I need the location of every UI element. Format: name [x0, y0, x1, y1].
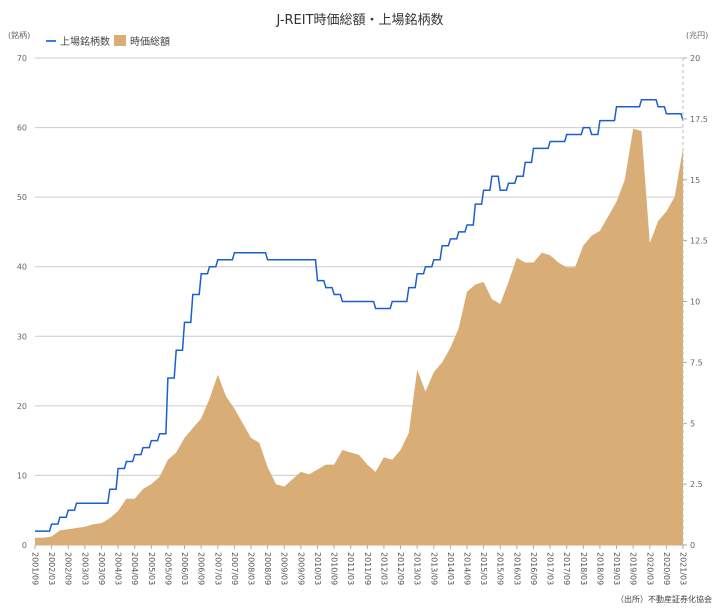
x-tick-label: 2020/09 [662, 552, 671, 585]
x-tick-label: 2021/03 [679, 552, 688, 585]
x-tick-label: 2009/03 [280, 552, 289, 585]
right-tick-label: 20 [690, 54, 700, 63]
x-tick-label: 2004/03 [114, 552, 123, 585]
x-tick-label: 2018/03 [579, 552, 588, 585]
x-tick-label: 2007/03 [213, 552, 222, 585]
left-axis: 0 10 20 30 40 50 60 70 [17, 54, 27, 550]
legend-label-market-cap: 時価総額 [130, 35, 170, 48]
x-tick-label: 2013/03 [413, 552, 422, 585]
x-tick-label: 2004/09 [130, 552, 139, 585]
x-tick-label: 2016/09 [529, 552, 538, 585]
left-tick-label: 0 [22, 541, 27, 550]
x-tick-label: 2020/03 [645, 552, 654, 585]
x-tick-label: 2016/03 [512, 552, 521, 585]
right-tick-label: 0 [690, 541, 695, 550]
x-axis: 2001/09 2002/03 2002/09 2003/03 2003/09 2004/… [31, 544, 688, 585]
right-tick-label: 12.5 [690, 237, 708, 246]
right-tick-label: 7.5 [690, 358, 703, 367]
x-tick-label: 2002/03 [47, 552, 56, 585]
x-tick-label: 2015/03 [479, 552, 488, 585]
right-tick-label: 2.5 [690, 480, 703, 489]
x-tick-label: 2003/03 [80, 552, 89, 585]
left-tick-label: 70 [17, 54, 27, 63]
x-tick-label: 2011/03 [346, 552, 355, 585]
legend-label-count: 上場銘柄数 [60, 35, 110, 48]
x-tick-label: 2008/09 [263, 552, 272, 585]
x-tick-label: 2010/09 [330, 552, 339, 585]
x-tick-label: 2009/09 [296, 552, 305, 585]
right-tick-label: 5 [690, 419, 695, 428]
x-tick-label: 2010/03 [313, 552, 322, 585]
x-tick-label: 2013/09 [429, 552, 438, 585]
x-tick-label: 2017/03 [546, 552, 555, 585]
right-axis-unit: (兆円) [686, 30, 708, 40]
x-tick-label: 2002/09 [64, 552, 73, 585]
x-tick-label: 2012/03 [379, 552, 388, 585]
market-cap-area-layer [35, 128, 683, 545]
legend: 上場銘柄数 時価総額 [46, 35, 170, 48]
x-tick-label: 2015/09 [496, 552, 505, 585]
count-line [35, 98, 684, 532]
right-tick-label: 17.5 [690, 115, 708, 124]
left-tick-label: 60 [17, 124, 27, 133]
market-cap-area [35, 128, 683, 545]
x-tick-label: 2006/03 [180, 552, 189, 585]
x-tick-label: 2017/09 [562, 552, 571, 585]
legend-area-swatch [114, 35, 126, 46]
count-line-layer [35, 98, 684, 532]
x-tick-label: 2014/09 [463, 552, 472, 585]
x-tick-label: 2014/03 [446, 552, 455, 585]
x-tick-label: 2005/03 [147, 552, 156, 585]
chart-title: J-REIT時価総額・上場銘柄数 [275, 13, 443, 28]
right-tick-label: 15 [690, 176, 700, 185]
x-tick-label: 2006/09 [197, 552, 206, 585]
left-tick-label: 30 [17, 332, 27, 341]
x-tick-label: 2011/09 [363, 552, 372, 585]
left-tick-label: 50 [17, 193, 27, 202]
x-tick-label: 2019/09 [629, 552, 638, 585]
left-axis-unit: (銘柄) [8, 30, 30, 40]
x-tick-label: 2012/09 [396, 552, 405, 585]
x-tick-label: 2007/09 [230, 552, 239, 585]
x-tick-label: 2019/03 [612, 552, 621, 585]
x-tick-label: 2005/09 [163, 552, 172, 585]
left-tick-label: 20 [17, 402, 27, 411]
x-tick-label: 2008/03 [247, 552, 256, 585]
left-tick-label: 10 [17, 471, 27, 480]
x-tick-label: 2003/09 [97, 552, 106, 585]
x-tick-label: 2001/09 [31, 552, 40, 585]
left-tick-label: 40 [17, 263, 27, 272]
right-tick-label: 10 [690, 298, 700, 307]
x-tick-label: 2018/09 [595, 552, 604, 585]
right-axis: 0 2.5 5 7.5 10 12.5 15 17.5 20 [682, 54, 708, 550]
source-note: （出所）不動産証券化協会 [616, 594, 712, 604]
